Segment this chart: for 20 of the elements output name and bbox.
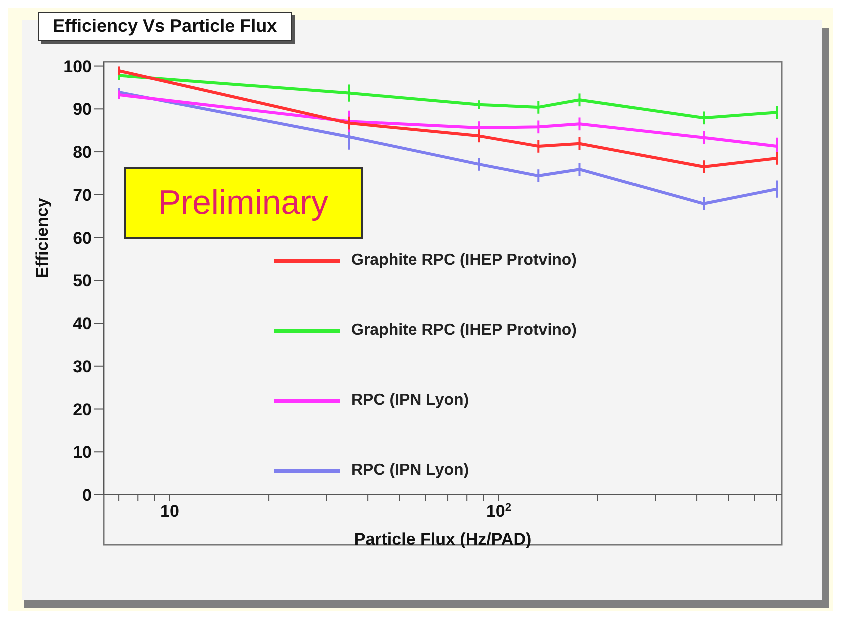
legend-label: Graphite RPC (IHEP Protvino)	[352, 322, 578, 340]
y-tick-label: 30	[73, 357, 92, 376]
y-tick-label: 10	[73, 443, 92, 462]
x-tick-label: 10$^{2}$	[486, 502, 512, 521]
legend-label: Graphite RPC (IHEP Protvino)	[352, 252, 578, 270]
y-tick-label: 0	[82, 486, 92, 505]
y-tick-label: 60	[73, 228, 92, 248]
legend-label: RPC (IPN Lyon)	[352, 392, 470, 410]
y-tick-label: 80	[73, 143, 92, 162]
y-tick-label: 70	[73, 186, 92, 205]
y-tick-label: 90	[73, 100, 92, 120]
legend-label: RPC (IPN Lyon)	[352, 462, 470, 480]
x-axis-title: Particle Flux (Hz/PAD)	[354, 530, 532, 549]
y-axis-title: Efficiency	[33, 198, 52, 278]
y-tick-label: 50	[73, 272, 92, 291]
chart-title: Efficiency Vs Particle Flux	[38, 12, 292, 41]
annotation: Preliminary	[124, 167, 363, 239]
y-tick-label: 20	[73, 400, 92, 420]
y-tick-label: 100	[64, 57, 92, 76]
y-tick-label: 40	[73, 314, 92, 334]
